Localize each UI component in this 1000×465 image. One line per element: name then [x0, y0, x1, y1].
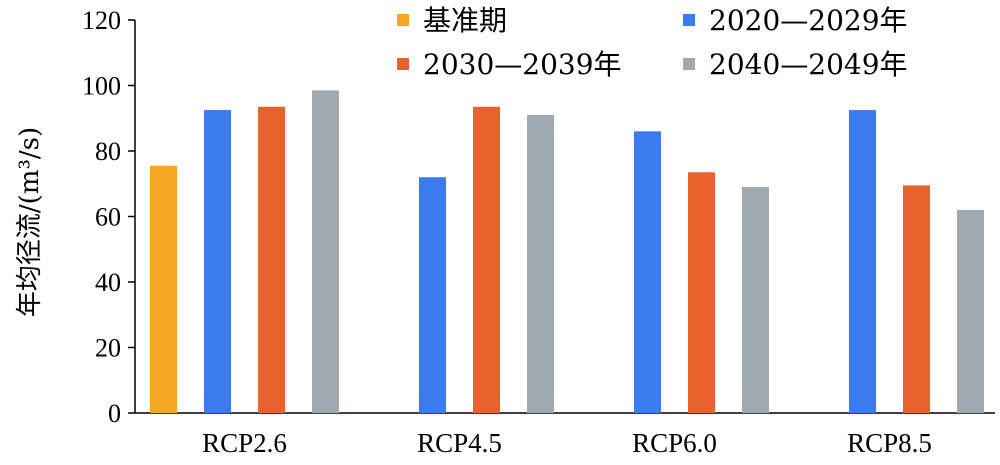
- y-axis-title: 年均径流/(m³/s): [15, 127, 45, 317]
- legend-swatch: [683, 58, 695, 70]
- x-category-label: RCP6.0: [632, 428, 717, 458]
- y-tick-label: 120: [82, 6, 121, 35]
- bar-2040—2049年-RCP4.5: [527, 114, 554, 413]
- bar-2020—2029年-RCP6.0: [634, 131, 661, 413]
- bars-group: [150, 90, 984, 413]
- y-tick-label: 100: [82, 72, 121, 101]
- bar-2030—2039年-RCP8.5: [903, 185, 930, 413]
- y-axis-ticks: 0 20 40 60 80 100 120: [82, 6, 135, 428]
- legend-label: 2020—2029年: [709, 4, 908, 37]
- bar-2020—2029年-RCP8.5: [849, 110, 876, 413]
- y-tick-label: 0: [108, 399, 121, 428]
- y-tick-label: 20: [95, 334, 121, 363]
- x-category-label: RCP4.5: [417, 428, 502, 458]
- y-axis-title-group: 年均径流/(m³/s): [15, 127, 45, 317]
- x-category-label: RCP2.6: [202, 428, 287, 458]
- legend-label: 2040—2049年: [709, 48, 908, 81]
- bar-2030—2039年-RCP2.6: [258, 106, 285, 413]
- bar-2020—2029年-RCP2.6: [204, 110, 231, 413]
- bar-2040—2049年-RCP6.0: [742, 187, 769, 413]
- y-tick-label: 80: [95, 137, 121, 166]
- legend-swatch: [397, 58, 409, 70]
- y-tick-label: 40: [95, 268, 121, 297]
- legend-label: 2030—2039年: [423, 48, 622, 81]
- legend-swatch: [683, 14, 695, 26]
- legend-swatch: [397, 14, 409, 26]
- bar-2040—2049年-RCP2.6: [312, 90, 339, 413]
- bar-基准期-RCP2.6: [150, 165, 177, 413]
- legend: 基准期 2020—2029年 2030—2039年 2040—2049年: [397, 4, 908, 81]
- legend-label: 基准期: [423, 4, 507, 37]
- x-category-label: RCP8.5: [847, 428, 932, 458]
- bar-2020—2029年-RCP4.5: [419, 177, 446, 413]
- bar-2030—2039年-RCP6.0: [688, 172, 715, 413]
- y-tick-label: 60: [95, 203, 121, 232]
- x-axis-labels: RCP2.6 RCP4.5 RCP6.0 RCP8.5: [202, 428, 932, 458]
- bar-2030—2039年-RCP4.5: [473, 106, 500, 413]
- bar-2040—2049年-RCP8.5: [957, 209, 984, 413]
